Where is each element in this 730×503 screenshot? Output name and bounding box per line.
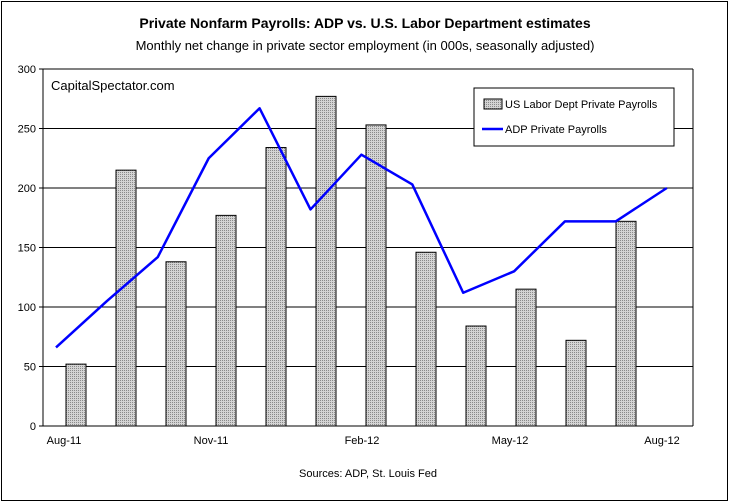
series-line — [55, 107, 668, 349]
legend-line-label: ADP Private Payrolls — [505, 124, 607, 136]
bar — [265, 147, 287, 427]
y-tick-label: 300 — [18, 64, 36, 76]
bar — [65, 363, 87, 427]
line-series — [55, 107, 668, 349]
legend: US Labor Dept Private Payrolls ADP Priva… — [473, 87, 675, 147]
x-tick-label: May-12 — [492, 435, 529, 447]
y-tick-label: 0 — [30, 421, 36, 433]
bar — [565, 339, 587, 427]
bar — [165, 261, 187, 427]
y-tick-label: 250 — [18, 124, 36, 136]
bar — [465, 325, 487, 427]
bar — [365, 124, 387, 427]
bar — [115, 169, 137, 427]
chart-title: Private Nonfarm Payrolls: ADP vs. U.S. L… — [139, 15, 590, 31]
legend-box — [473, 87, 675, 147]
bar-series — [65, 95, 637, 427]
y-tick-label: 100 — [18, 302, 36, 314]
legend-bar-swatch — [483, 98, 503, 110]
y-tick-labels: 0 50 100 150 200 250 300 — [18, 64, 36, 433]
legend-bar-label: US Labor Dept Private Payrolls — [505, 99, 658, 111]
y-tick-label: 200 — [18, 183, 36, 195]
bar — [215, 214, 237, 427]
bar — [315, 95, 337, 427]
chart-source: Sources: ADP, St. Louis Fed — [299, 468, 437, 480]
axes — [39, 68, 694, 427]
bar — [515, 288, 537, 427]
x-tick-label: Aug-11 — [47, 435, 82, 447]
x-tick-labels: Aug-11 Nov-11 Feb-12 May-12 Aug-12 — [47, 435, 680, 447]
x-tick-label: Feb-12 — [345, 435, 380, 447]
y-tick-label: 50 — [24, 362, 36, 374]
x-tick-label: Aug-12 — [644, 435, 679, 447]
bar — [615, 220, 637, 427]
y-tick-label: 150 — [18, 243, 36, 255]
watermark: CapitalSpectator.com — [51, 78, 175, 93]
x-tick-label: Nov-11 — [194, 435, 229, 447]
chart-subtitle: Monthly net change in private sector emp… — [136, 38, 595, 53]
bar — [415, 251, 437, 427]
